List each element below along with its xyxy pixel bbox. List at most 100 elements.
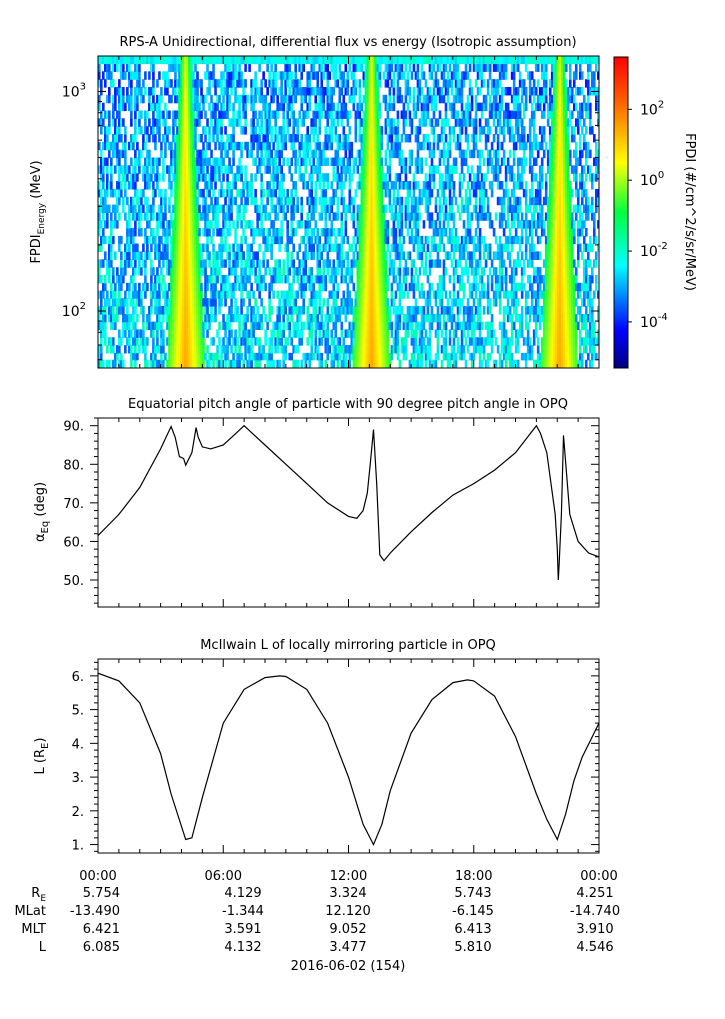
spectrogram-cell (200, 321, 203, 331)
spectrogram-cell (278, 165, 281, 174)
spectrogram-cell (454, 235, 458, 245)
spectrogram-cell (228, 212, 231, 221)
spectrogram-cell (160, 141, 163, 151)
spectrogram-cell (192, 204, 195, 213)
spectrogram-cell (484, 243, 488, 252)
spectrogram-cell (298, 267, 302, 276)
spectrogram-cell (568, 259, 572, 268)
spectrogram-cell (326, 204, 330, 213)
spectrogram-cell (370, 274, 374, 284)
spectrogram-cell (282, 141, 285, 151)
spectrogram-cell (302, 149, 306, 159)
spectrogram-cell (406, 212, 410, 221)
spectrogram-cell (564, 243, 568, 252)
spectrogram-cell (258, 165, 261, 174)
spectrogram-cell (364, 329, 368, 338)
spectrogram-cell (218, 243, 221, 252)
spectrogram-cell (442, 220, 446, 229)
spectrogram-cell (520, 352, 524, 361)
spectrogram-cell (180, 290, 183, 299)
spectrogram-cell (246, 345, 249, 354)
spectrogram-cell (330, 313, 334, 323)
spectrogram-cell (336, 196, 340, 206)
spectrogram-cell (290, 227, 293, 237)
spectrogram-cell (376, 329, 380, 338)
spectrogram-cell (170, 157, 173, 166)
spectrogram-cell (362, 165, 366, 174)
spectrogram-cell (238, 141, 241, 151)
spectrogram-cell (572, 305, 576, 315)
spectrogram-cell (542, 282, 546, 292)
spectrogram-cell (244, 165, 247, 174)
spectrogram-cell (592, 290, 596, 299)
spectrogram-cell (336, 359, 340, 368)
spectrogram-cell (288, 329, 291, 338)
spectrogram-cell (258, 337, 261, 346)
spectrogram-cell (462, 345, 466, 354)
spectrogram-cell (308, 274, 312, 284)
spectrogram-cell (196, 259, 199, 268)
spectrogram-cell (272, 141, 275, 151)
spectrogram-cell (466, 251, 470, 260)
spectrogram-cell (302, 352, 306, 361)
spectrogram-cell (190, 126, 193, 135)
spectrogram-cell (490, 165, 494, 174)
spectrogram-cell (180, 141, 183, 151)
spectrogram-cell (130, 141, 133, 151)
spectrogram-cell (314, 298, 318, 307)
spectrogram-cell (392, 274, 396, 284)
spectrogram-cell (208, 359, 211, 368)
spectrogram-cell (398, 321, 402, 331)
spectrogram-cell (372, 235, 376, 245)
spectrogram-cell (362, 298, 366, 307)
spectrogram-cell (184, 126, 187, 135)
spectrogram-cell (110, 243, 113, 252)
spectrogram-cell (316, 290, 320, 299)
spectrogram-cell (536, 181, 540, 190)
spectrogram-cell (520, 157, 524, 166)
spectrogram-cell (556, 173, 560, 182)
spectrogram-cell (126, 313, 129, 323)
spectrogram-cell (550, 173, 554, 182)
spectrogram-cell (550, 298, 554, 307)
spectrogram-cell (378, 290, 382, 299)
spectrogram-cell (116, 305, 119, 315)
spectrogram-cell (232, 290, 235, 299)
spectrogram-cell (568, 181, 572, 190)
spectrogram-cell (396, 282, 400, 292)
spectrogram-cell (254, 196, 257, 206)
spectrogram-cell (166, 337, 169, 346)
spectrogram-cell (332, 345, 336, 354)
spectrogram-cell (446, 359, 450, 368)
spectrogram-cell (570, 359, 574, 368)
spectrogram-cell (474, 290, 478, 299)
spectrogram-cell (160, 188, 163, 198)
spectrogram-cell (192, 313, 195, 323)
spectrogram-cell (262, 352, 265, 361)
spectrogram-cell (558, 235, 562, 245)
spectrogram-cell (532, 141, 536, 151)
spectrogram-cell (188, 235, 191, 245)
spectrogram-cell (352, 321, 356, 331)
spectrogram-cell (254, 352, 257, 361)
spectrogram-cell (446, 141, 450, 151)
spectrogram-cell (482, 126, 486, 135)
spectrogram-cell (304, 267, 308, 276)
spectrogram-cell (208, 157, 211, 166)
spectrogram-cell (432, 359, 436, 368)
spectrogram-cell (386, 227, 390, 237)
spectrogram-cell (220, 149, 223, 159)
spectrogram-cell (228, 329, 231, 338)
spectrogram-cell (216, 267, 219, 276)
spectrogram-cell (342, 204, 346, 213)
spectrogram-cell (526, 204, 530, 213)
spectrogram-cell (176, 157, 179, 166)
spectrogram-cell (150, 290, 153, 299)
spectrogram-cell (384, 352, 388, 361)
spectrogram-cell (302, 305, 306, 315)
spectrogram-cell (488, 157, 492, 166)
spectrogram-cell (174, 305, 177, 315)
spectrogram-cell (272, 274, 275, 284)
spectrogram-cell (350, 329, 354, 338)
spectrogram-cell (312, 298, 316, 307)
